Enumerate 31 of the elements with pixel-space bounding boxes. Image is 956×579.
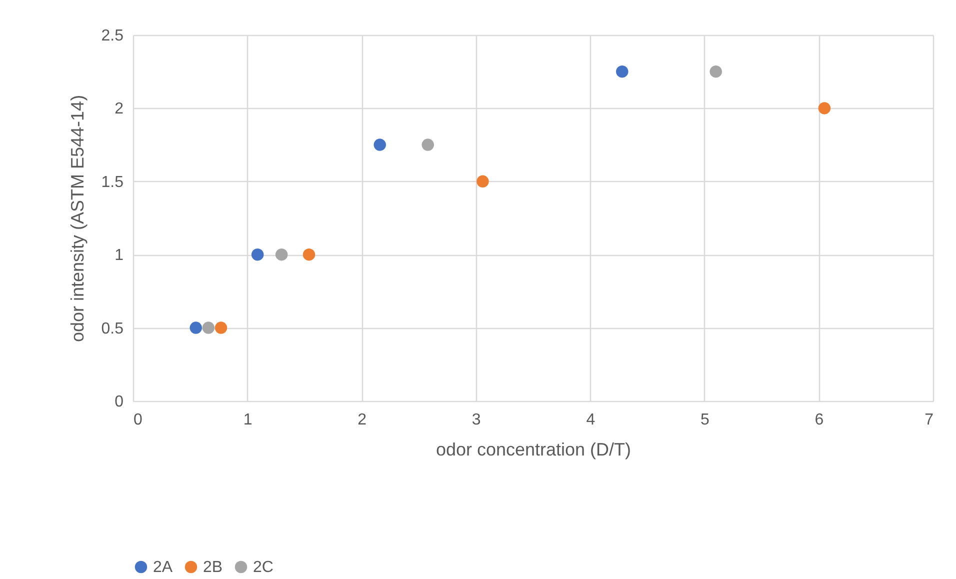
x-tick-label: 4	[586, 412, 596, 428]
legend-label: 2B	[203, 559, 223, 576]
x-tick-label: 0	[134, 412, 142, 428]
point	[190, 322, 202, 334]
point	[374, 138, 386, 151]
y-tick-label: 0.5	[101, 320, 124, 338]
point	[476, 175, 489, 188]
point	[818, 102, 831, 114]
point	[616, 65, 628, 78]
point	[202, 322, 215, 334]
x-tick-label: 5	[700, 412, 710, 428]
y-tick-label: 1.5	[101, 174, 124, 191]
legend-label: 2A	[153, 559, 173, 576]
y-tick-label: 2.5	[101, 28, 124, 44]
x-axis-title: odor concentration (D/T)	[436, 440, 632, 460]
x-tick-label: 3	[472, 412, 481, 428]
y-tick-label: 1	[114, 247, 124, 264]
legend-label: 2C	[253, 559, 274, 576]
x-tick-label: 2	[358, 412, 367, 428]
point	[710, 65, 722, 78]
x-tick-label: 7	[924, 412, 934, 428]
x-tick-label: 6	[814, 412, 824, 428]
point	[214, 322, 228, 334]
point	[275, 248, 288, 261]
y-tick-label: 0	[114, 394, 124, 410]
point	[251, 248, 264, 261]
point	[422, 138, 434, 151]
y-tick-label: 2	[114, 100, 124, 118]
y-axis-title: odor intensity (ASTM E544-14)	[67, 94, 88, 342]
point	[302, 248, 316, 261]
x-tick-label: 1	[243, 412, 252, 428]
